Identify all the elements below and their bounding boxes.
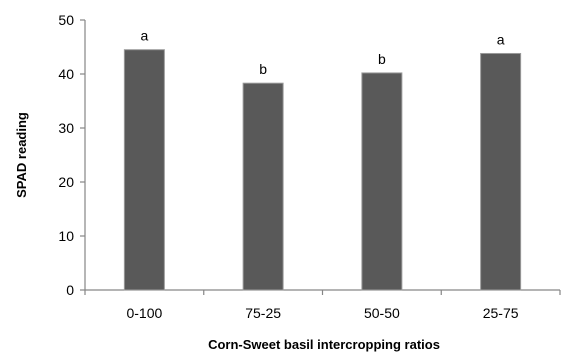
x-tick-label: 25-75: [483, 305, 519, 321]
bar: [361, 72, 403, 291]
x-tick-label: 0-100: [126, 305, 162, 321]
y-tick-label: 0: [66, 282, 74, 298]
bar-data-label: b: [259, 61, 267, 77]
y-tick-label: 40: [58, 66, 74, 82]
plot-area: 0 10 20 30 40 50 a 0-100 b 75-25 b 50-50 a 25-75: [58, 12, 561, 321]
y-tick-label: 30: [58, 120, 74, 136]
y-tick-label: 20: [58, 174, 74, 190]
bar: [480, 52, 522, 291]
x-tick-label: 50-50: [364, 305, 400, 321]
y-tick-label: 50: [58, 12, 74, 28]
x-axis-title: Corn-Sweet basil intercropping ratios: [208, 337, 440, 352]
bar-data-label: a: [497, 31, 505, 47]
y-tick-label: 10: [58, 228, 74, 244]
bar: [242, 82, 284, 291]
bar-data-label: a: [140, 28, 148, 44]
bar: [123, 49, 165, 291]
x-tick-label: 75-25: [245, 305, 281, 321]
bar-data-label: b: [378, 51, 386, 67]
y-axis-title: SPAD reading: [14, 112, 29, 198]
